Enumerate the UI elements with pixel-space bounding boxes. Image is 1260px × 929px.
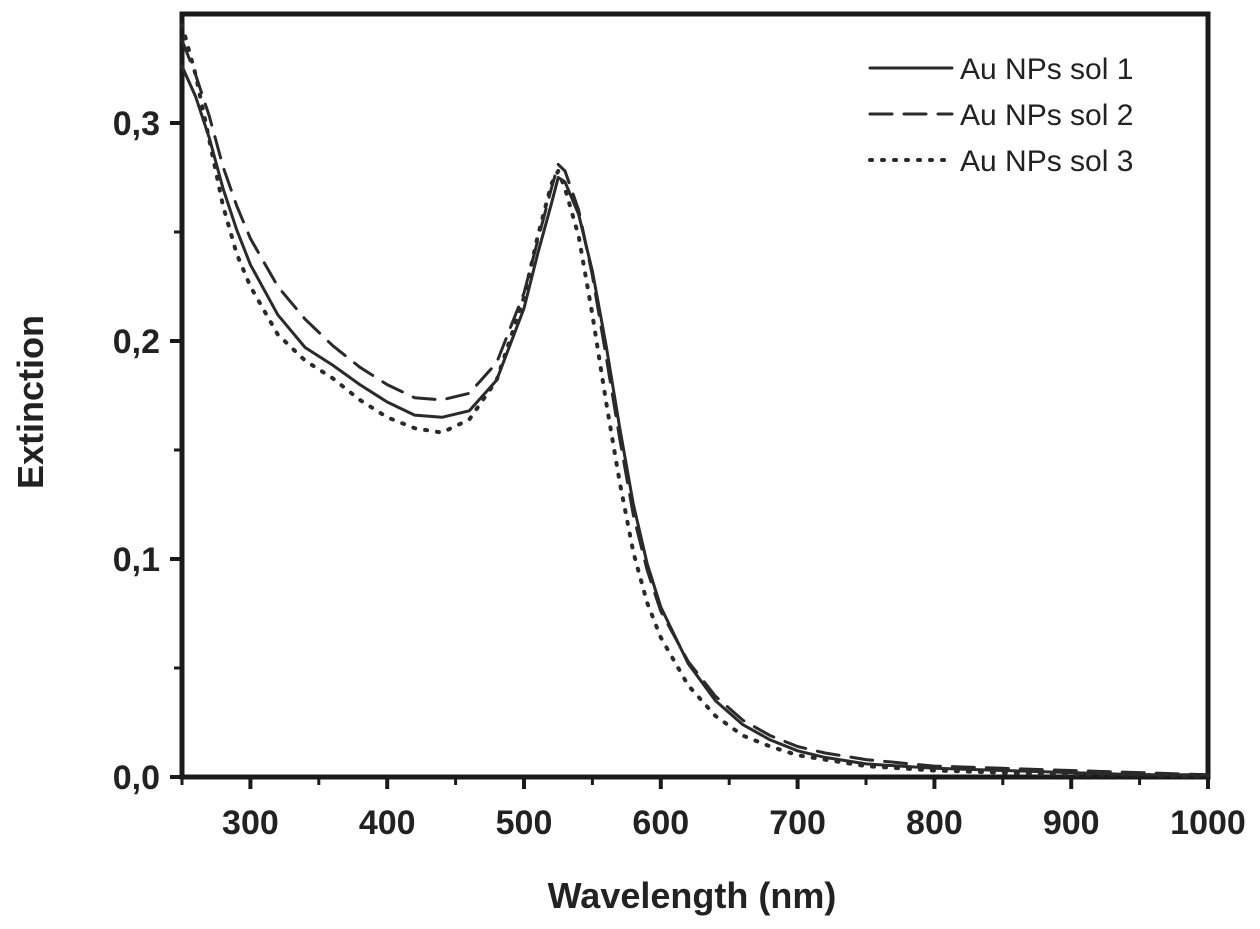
series-line-2 xyxy=(180,38,1210,777)
legend-label-3: Au NPs sol 3 xyxy=(960,145,1133,178)
x-tick-label: 400 xyxy=(359,804,416,842)
series-line-1 xyxy=(180,64,1210,777)
x-tick-label: 900 xyxy=(1043,804,1100,842)
x-tick-label: 500 xyxy=(496,804,553,842)
y-axis-title: Extinction xyxy=(10,315,51,489)
plot-frame xyxy=(179,11,1211,780)
series-line-3 xyxy=(180,22,1210,779)
y-tick-label: 0,1 xyxy=(113,541,160,579)
x-tick-label: 1000 xyxy=(1170,804,1246,842)
y-tick-label: 0,3 xyxy=(113,105,160,143)
y-tick-label: 0,2 xyxy=(113,323,160,361)
x-tick-label: 600 xyxy=(632,804,689,842)
legend-label-2: Au NPs sol 2 xyxy=(960,99,1133,132)
y-tick-label: 0,0 xyxy=(113,759,160,797)
x-tick-label: 800 xyxy=(906,804,963,842)
x-tick-label: 700 xyxy=(769,804,826,842)
x-axis-title: Wavelength (nm) xyxy=(548,875,837,916)
x-tick-label: 300 xyxy=(222,804,279,842)
legend-label-1: Au NPs sol 1 xyxy=(960,53,1133,86)
